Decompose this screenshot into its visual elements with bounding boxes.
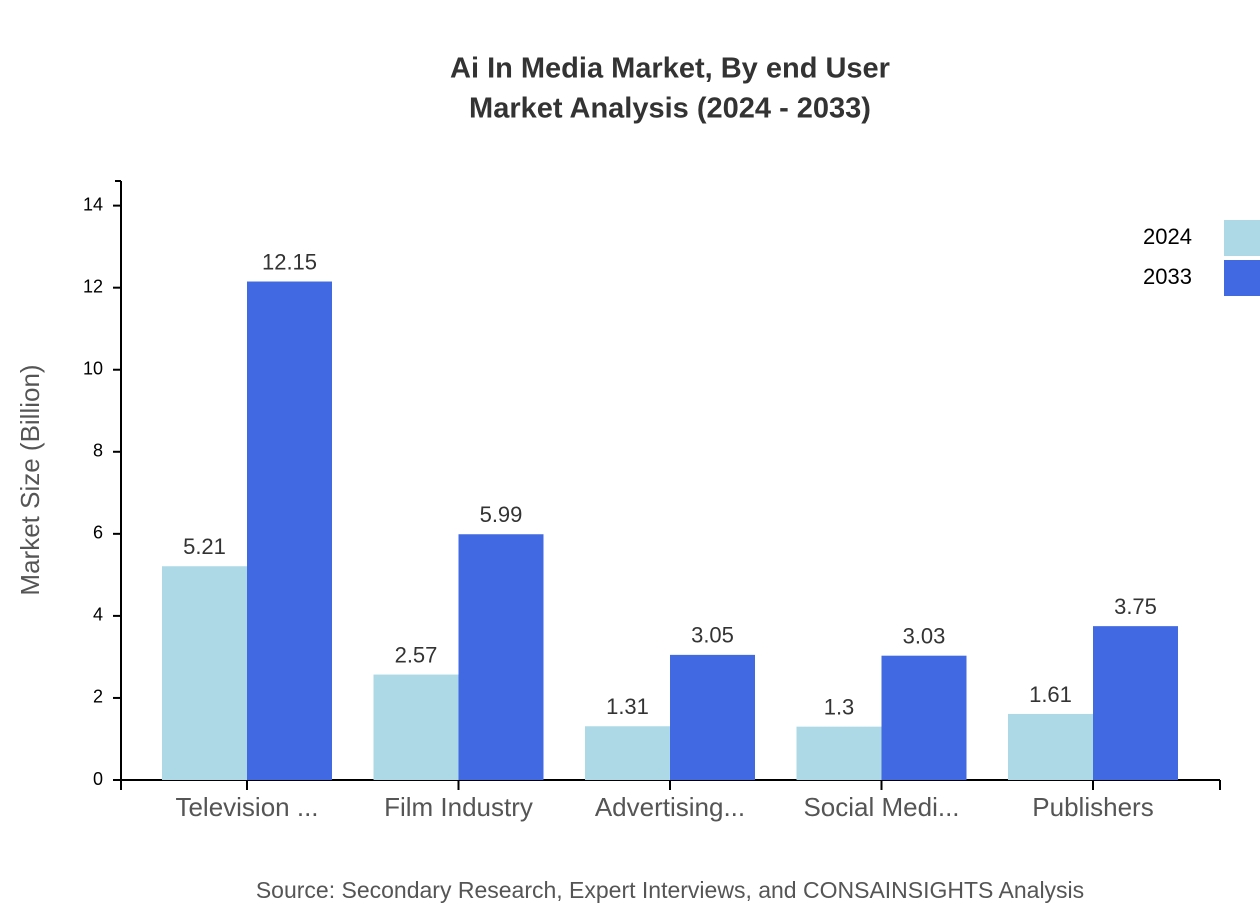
value-label: 1.3 (824, 694, 855, 719)
bar (162, 566, 247, 780)
y-tick-label: 4 (93, 605, 103, 625)
y-tick-label: 14 (83, 194, 103, 214)
y-axis-label: Market Size (Billion) (15, 364, 45, 595)
chart-title: Ai In Media Market, By end User (450, 53, 890, 85)
legend-swatch (1224, 260, 1260, 296)
x-tick-label: Film Industry (384, 792, 533, 822)
bar (247, 281, 332, 780)
bar (796, 726, 882, 780)
legend-swatch (1224, 220, 1260, 256)
legend-label: 2024 (1143, 224, 1192, 249)
legend-label: 2033 (1143, 264, 1192, 289)
value-label: 3.03 (903, 623, 946, 648)
bar (1093, 626, 1178, 780)
value-label: 5.21 (183, 534, 226, 559)
value-label: 3.05 (691, 623, 734, 648)
value-label: 2.57 (395, 642, 438, 667)
y-tick-label: 10 (83, 358, 103, 378)
y-tick-label: 2 (93, 687, 103, 707)
y-tick-label: 12 (83, 276, 103, 296)
bar (458, 534, 544, 780)
bar (373, 674, 459, 780)
y-tick-label: 8 (93, 441, 103, 461)
x-tick-label: Advertising... (595, 792, 745, 822)
y-tick-label: 0 (93, 769, 103, 789)
bar (1008, 713, 1093, 780)
bar (585, 726, 670, 780)
chart-title: Market Analysis (2024 - 2033) (469, 93, 871, 125)
value-label: 12.15 (262, 249, 317, 274)
value-label: 1.31 (606, 694, 649, 719)
value-label: 5.99 (480, 502, 523, 527)
source-note: Source: Secondary Research, Expert Inter… (256, 877, 1084, 903)
x-tick-label: Social Medi... (803, 792, 959, 822)
value-label: 1.61 (1029, 682, 1072, 707)
bar (881, 655, 967, 780)
bar (670, 654, 755, 780)
x-tick-label: Television ... (175, 792, 318, 822)
value-label: 3.75 (1114, 594, 1157, 619)
x-tick-label: Publishers (1032, 792, 1153, 822)
y-tick-label: 6 (93, 523, 103, 543)
